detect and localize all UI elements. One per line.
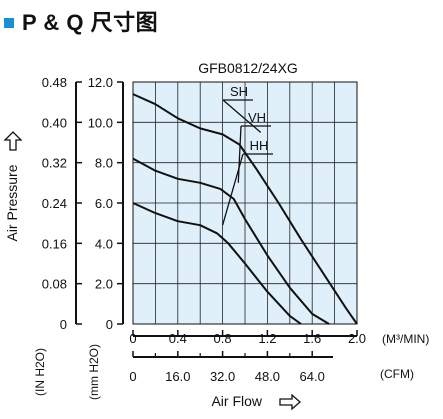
x-secondary-tick-label: 16.0: [165, 369, 190, 384]
series-leader-sh: [222, 99, 262, 133]
heading-title: P & Q 尺寸图: [22, 10, 159, 35]
series-line-sh: [132, 93, 358, 325]
x-secondary-tick-label: 64.0: [300, 369, 325, 384]
heading-square-icon: [4, 18, 14, 28]
y-right-unit: (mm H2O): [87, 344, 101, 400]
y-axis-title: Air Pressure: [4, 164, 20, 241]
y-right-tick-label: 12.0: [88, 75, 113, 90]
series-label-vh: VH: [248, 110, 266, 125]
y-left-unit: (IN H2O): [33, 348, 47, 396]
y-left-tick-label: 0: [60, 317, 67, 332]
x-primary-tick-label: 1.2: [258, 331, 276, 346]
series-label-hh: HH: [250, 138, 269, 153]
x-axis-title: Air Flow: [211, 393, 262, 409]
y-right-tick-label: 10.0: [88, 115, 113, 130]
x-secondary-tick-label: 32.0: [210, 369, 235, 384]
y-left-tick-label: 0.16: [42, 236, 67, 251]
air-pressure-arrow-icon: [3, 131, 23, 151]
series-line-hh: [132, 202, 302, 325]
x-primary-tick-label: 0: [129, 331, 136, 346]
x-primary-tick-label: 2.0: [348, 331, 366, 346]
y-left-tick-label: 0.32: [42, 156, 67, 171]
series-leader-vh: [237, 125, 242, 183]
y-left-tick-label: 0.48: [42, 75, 67, 90]
y-right-tick-label: 0: [106, 317, 113, 332]
y-right-tick-label: 8.0: [95, 156, 113, 171]
x-primary-tick-label: 0.4: [169, 331, 187, 346]
series-line-vh: [132, 157, 330, 325]
x-primary-tick-label: 0.8: [214, 331, 232, 346]
x-secondary-tick-label: 0: [129, 369, 136, 384]
y-right-tick-label: 6.0: [95, 196, 113, 211]
series-label-sh: SH: [230, 84, 248, 99]
section-heading: P & Q 尺寸图: [4, 4, 158, 38]
y-right-tick-label: 4.0: [95, 236, 113, 251]
x-primary-unit: (M³/MIN): [382, 332, 429, 346]
x-primary-tick-label: 1.6: [303, 331, 321, 346]
series-leader-hh: [221, 153, 244, 226]
y-left-tick-label: 0.24: [42, 196, 67, 211]
y-right-tick-label: 2.0: [95, 277, 113, 292]
x-secondary-unit: (CFM): [380, 367, 414, 381]
air-flow-arrow-icon: [279, 393, 301, 411]
chart-title: GFB0812/24XG: [198, 60, 298, 76]
y-left-tick-label: 0.08: [42, 277, 67, 292]
x-secondary-tick-label: 48.0: [255, 369, 280, 384]
y-left-tick-label: 0.40: [42, 115, 67, 130]
